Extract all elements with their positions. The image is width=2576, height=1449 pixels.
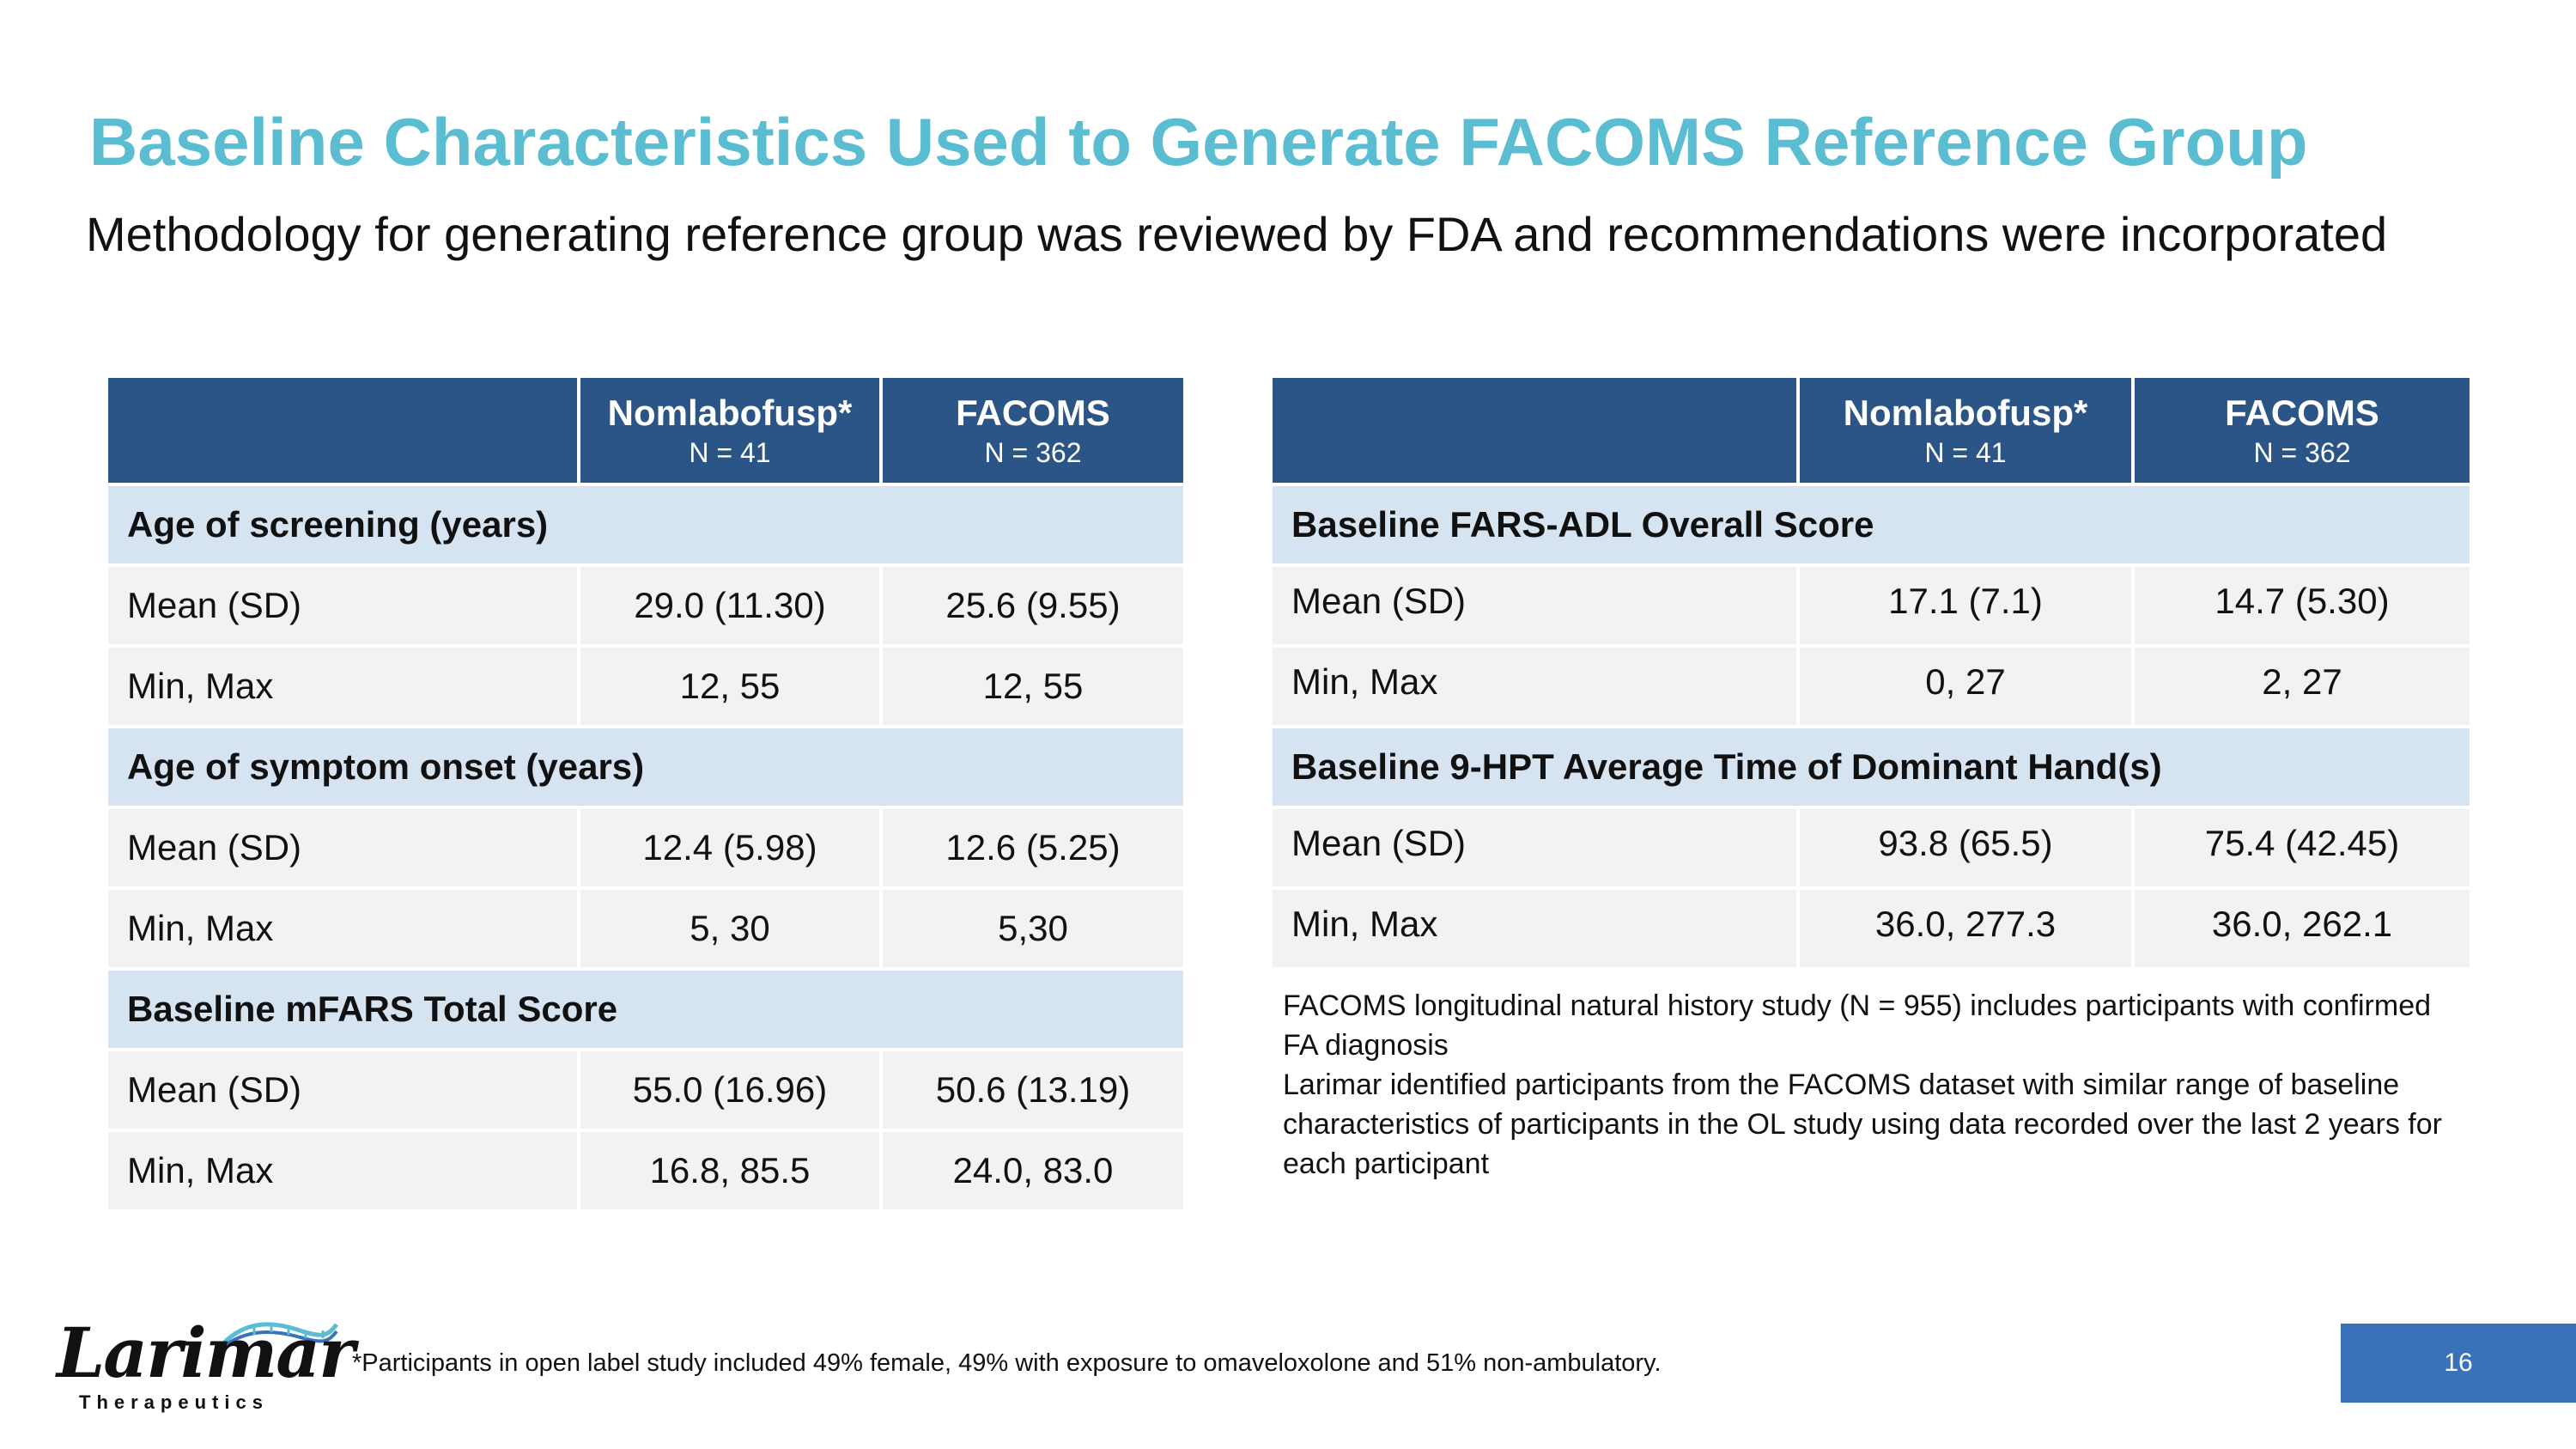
cell-value: 12.4 (5.98) (580, 806, 883, 886)
cell-value: 12.6 (5.25) (883, 806, 1183, 886)
table-row: Mean (SD) 93.8 (65.5) 75.4 (42.45) (1273, 806, 2470, 886)
column-name: FACOMS (2225, 393, 2379, 433)
larimar-logo: Larimar Therapeutics (57, 1314, 355, 1417)
section-row: Baseline mFARS Total Score (108, 967, 1183, 1048)
slide-subtitle: Methodology for generating reference gro… (86, 207, 2388, 261)
logo-name: Larimar (57, 1312, 355, 1393)
column-n: N = 362 (2253, 437, 2351, 468)
table-row: Min, Max 12, 55 12, 55 (108, 644, 1183, 725)
cell-value: 24.0, 83.0 (883, 1129, 1183, 1209)
page-number-badge: 16 (2341, 1324, 2576, 1403)
table-row: Mean (SD) 55.0 (16.96) 50.6 (13.19) (108, 1048, 1183, 1129)
column-name: FACOMS (956, 393, 1110, 433)
slide-title: Baseline Characteristics Used to Generat… (89, 104, 2308, 180)
row-label: Min, Max (1273, 886, 1800, 967)
table-row: Min, Max 36.0, 277.3 36.0, 262.1 (1273, 886, 2470, 967)
baseline-table-left: Nomlabofusp* N = 41 FACOMS N = 362 Age o… (108, 378, 1183, 1209)
row-label: Min, Max (108, 886, 580, 967)
cell-value: 5,30 (883, 886, 1183, 967)
cell-value: 2, 27 (2135, 644, 2470, 725)
column-n: N = 362 (984, 437, 1082, 468)
row-label: Min, Max (108, 1129, 580, 1209)
column-name: Nomlabofusp* (1843, 393, 2088, 433)
cell-value: 16.8, 85.5 (580, 1129, 883, 1209)
column-n: N = 41 (689, 437, 771, 468)
cell-value: 36.0, 262.1 (2135, 886, 2470, 967)
table-row: Min, Max 5, 30 5,30 (108, 886, 1183, 967)
table-row: Mean (SD) 17.1 (7.1) 14.7 (5.30) (1273, 563, 2470, 644)
cell-value: 29.0 (11.30) (580, 563, 883, 644)
section-title: Baseline mFARS Total Score (108, 967, 1183, 1048)
cell-value: 25.6 (9.55) (883, 563, 1183, 644)
header-facoms: FACOMS N = 362 (883, 378, 1183, 483)
section-row: Baseline FARS-ADL Overall Score (1273, 483, 2470, 563)
baseline-table-right: Nomlabofusp* N = 41 FACOMS N = 362 Basel… (1273, 378, 2470, 967)
row-label: Mean (SD) (1273, 806, 1800, 886)
header-nomlabofusp: Nomlabofusp* N = 41 (1800, 378, 2135, 483)
row-label: Min, Max (1273, 644, 1800, 725)
note-text: FACOMS longitudinal natural history stud… (1283, 989, 2432, 1062)
header-empty-cell (108, 378, 580, 483)
cell-value: 50.6 (13.19) (883, 1048, 1183, 1129)
note-text: Larimar identified participants from the… (1283, 1068, 2442, 1180)
footnote: *Participants in open label study includ… (352, 1349, 1662, 1377)
section-row: Age of screening (years) (108, 483, 1183, 563)
row-label: Mean (SD) (1273, 563, 1800, 644)
column-n: N = 41 (1924, 437, 2007, 468)
table-row: Mean (SD) 12.4 (5.98) 12.6 (5.25) (108, 806, 1183, 886)
cell-value: 75.4 (42.45) (2135, 806, 2470, 886)
cell-value: 5, 30 (580, 886, 883, 967)
study-notes: FACOMS longitudinal natural history stud… (1283, 986, 2468, 1184)
section-title: Baseline FARS-ADL Overall Score (1273, 483, 2470, 563)
table-row: Min, Max 0, 27 2, 27 (1273, 644, 2470, 725)
table-header-row: Nomlabofusp* N = 41 FACOMS N = 362 (1273, 378, 2470, 483)
section-title: Age of screening (years) (108, 483, 1183, 563)
row-label: Mean (SD) (108, 1048, 580, 1129)
section-row: Baseline 9-HPT Average Time of Dominant … (1273, 725, 2470, 806)
logo-subtitle: Therapeutics (79, 1391, 269, 1413)
cell-value: 14.7 (5.30) (2135, 563, 2470, 644)
dna-helix-icon (222, 1322, 338, 1349)
section-row: Age of symptom onset (years) (108, 725, 1183, 806)
row-label: Min, Max (108, 644, 580, 725)
cell-value: 12, 55 (883, 644, 1183, 725)
table-row: Min, Max 16.8, 85.5 24.0, 83.0 (108, 1129, 1183, 1209)
table-header-row: Nomlabofusp* N = 41 FACOMS N = 362 (108, 378, 1183, 483)
header-facoms: FACOMS N = 362 (2135, 378, 2470, 483)
row-label: Mean (SD) (108, 563, 580, 644)
column-name: Nomlabofusp* (607, 393, 853, 433)
cell-value: 93.8 (65.5) (1800, 806, 2135, 886)
section-title: Baseline 9-HPT Average Time of Dominant … (1273, 725, 2470, 806)
table-row: Mean (SD) 29.0 (11.30) 25.6 (9.55) (108, 563, 1183, 644)
cell-value: 36.0, 277.3 (1800, 886, 2135, 967)
section-title: Age of symptom onset (years) (108, 725, 1183, 806)
cell-value: 17.1 (7.1) (1800, 563, 2135, 644)
page-number: 16 (2444, 1349, 2473, 1377)
cell-value: 0, 27 (1800, 644, 2135, 725)
row-label: Mean (SD) (108, 806, 580, 886)
header-empty-cell (1273, 378, 1800, 483)
header-nomlabofusp: Nomlabofusp* N = 41 (580, 378, 883, 483)
cell-value: 12, 55 (580, 644, 883, 725)
cell-value: 55.0 (16.96) (580, 1048, 883, 1129)
